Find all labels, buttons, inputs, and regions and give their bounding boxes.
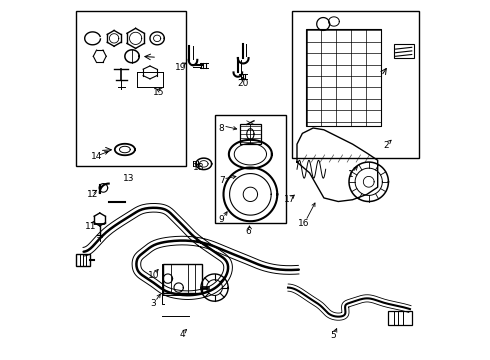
- Bar: [240, 125, 261, 144]
- Bar: [292, 12, 419, 158]
- Text: 19: 19: [175, 63, 186, 72]
- Text: 3: 3: [151, 299, 156, 308]
- Text: 9: 9: [219, 215, 224, 224]
- Text: 16: 16: [298, 219, 310, 228]
- Text: 13: 13: [122, 174, 134, 183]
- Text: 6: 6: [245, 228, 251, 237]
- Bar: [215, 116, 286, 223]
- Text: 10: 10: [148, 270, 159, 279]
- Text: 4: 4: [179, 330, 185, 339]
- Text: 5: 5: [330, 332, 336, 341]
- Bar: [76, 253, 90, 266]
- Text: 17: 17: [284, 195, 295, 204]
- Text: 1: 1: [348, 170, 354, 179]
- Text: 11: 11: [85, 222, 97, 231]
- Text: 8: 8: [219, 123, 224, 132]
- Text: 2: 2: [384, 141, 390, 150]
- Bar: [76, 12, 186, 166]
- Bar: [163, 264, 202, 293]
- Text: 20: 20: [238, 79, 249, 88]
- Bar: [389, 311, 412, 325]
- Text: 15: 15: [153, 87, 165, 96]
- Text: 14: 14: [91, 152, 102, 161]
- Bar: [306, 30, 381, 126]
- Text: 12: 12: [87, 190, 98, 199]
- Text: 7: 7: [219, 176, 224, 185]
- Text: 18: 18: [193, 163, 204, 172]
- Bar: [394, 44, 414, 58]
